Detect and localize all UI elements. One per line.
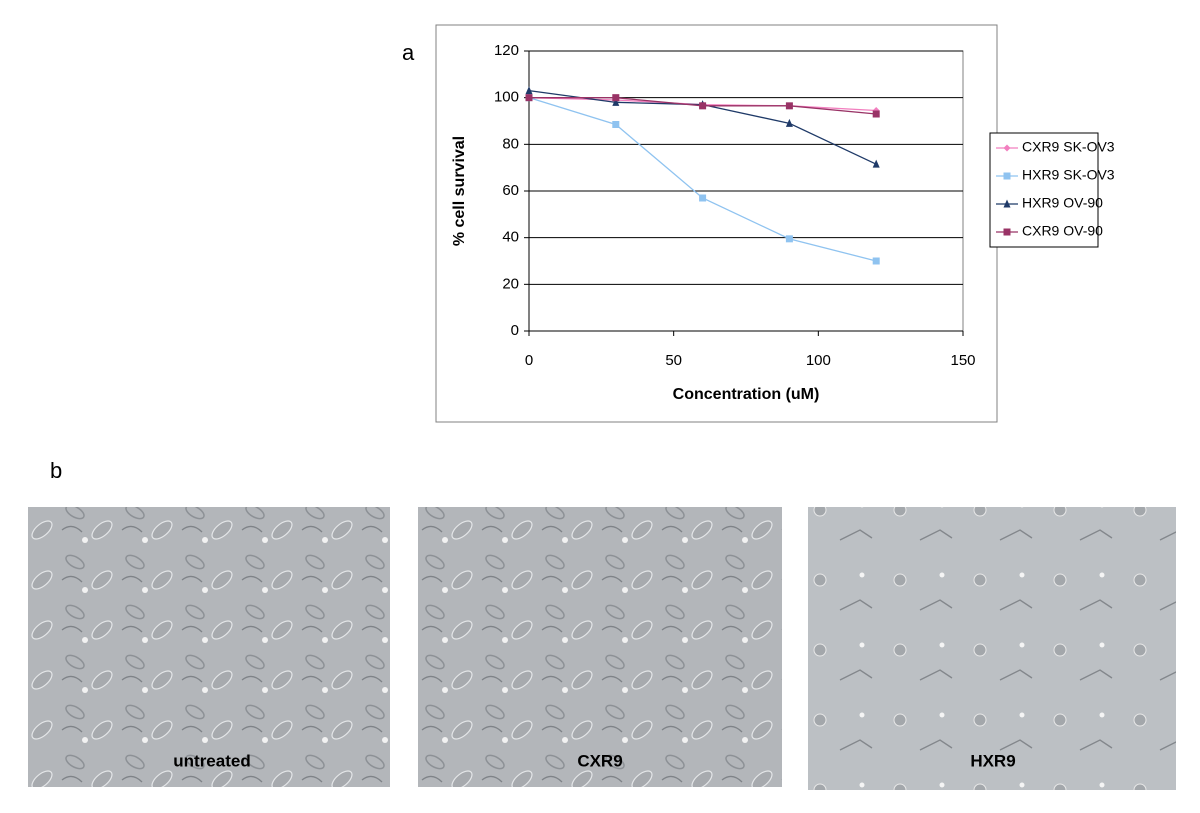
micrograph (28, 507, 390, 787)
image-caption: CXR9 (577, 751, 622, 770)
legend-marker (1003, 172, 1011, 180)
y-tick-label: 0 (511, 322, 519, 339)
marker (872, 257, 880, 265)
chart-frame (435, 24, 998, 423)
micrograph (418, 507, 782, 787)
marker (785, 235, 793, 243)
marker (612, 121, 620, 128)
marker (785, 118, 793, 127)
micrograph (808, 507, 1176, 790)
line-chart: 0 20 40 60 80 100 120 0 50 100 150 Concentration (u… (451, 42, 1115, 403)
image-caption: HXR9 (970, 751, 1015, 770)
y-tick-label: 20 (502, 275, 519, 292)
panel-label: a (402, 40, 415, 65)
y-tick-label: 120 (494, 42, 519, 59)
legend-label: HXR9 OV-90 (1022, 195, 1103, 211)
marker (525, 86, 533, 95)
y-tick-label: 60 (502, 182, 519, 199)
legend-marker (1003, 228, 1011, 236)
legend-marker (1003, 199, 1011, 208)
marker (612, 94, 620, 102)
legend-label: CXR9 SK-OV3 (1022, 139, 1115, 155)
marker (872, 159, 880, 168)
marker (612, 97, 620, 106)
legend-label: HXR9 SK-OV3 (1022, 167, 1115, 183)
y-axis-title: % cell survival (451, 136, 468, 246)
marker (872, 110, 880, 118)
legend-label: CXR9 OV-90 (1022, 223, 1103, 239)
legend-marker (1003, 144, 1011, 152)
y-tick-label: 40 (502, 229, 519, 246)
x-tick-label: 0 (525, 352, 533, 369)
marker (525, 94, 533, 102)
y-tick-label: 100 (494, 89, 519, 106)
image-caption: untreated (173, 751, 250, 770)
legend-box (989, 132, 1099, 248)
marker (699, 194, 707, 202)
panel-label: b (50, 458, 62, 483)
x-tick-label: 100 (806, 352, 831, 369)
marker (699, 102, 707, 110)
x-tick-label: 150 (950, 352, 975, 369)
x-axis-title: Concentration (uM) (673, 386, 820, 403)
y-tick-label: 80 (502, 135, 519, 152)
marker (785, 102, 793, 110)
x-tick-label: 50 (665, 352, 682, 369)
